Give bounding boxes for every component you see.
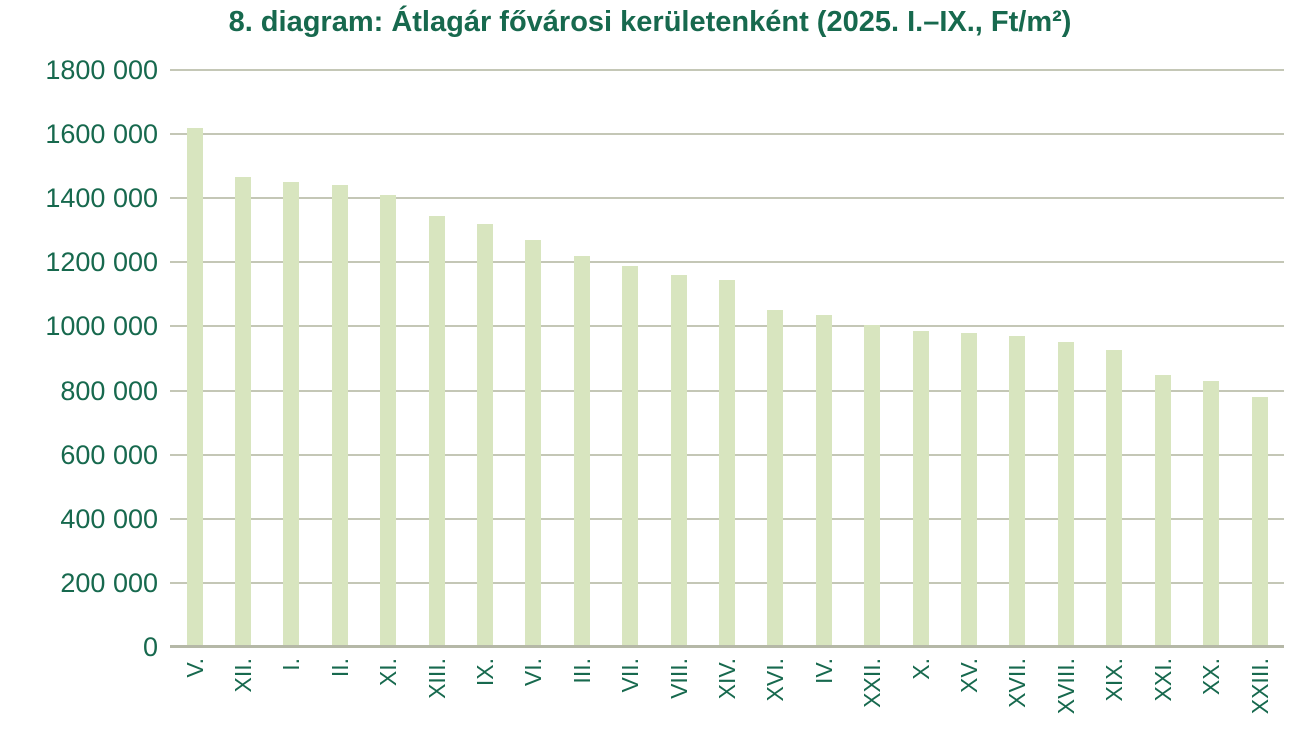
- x-tick-label: XXII.: [859, 658, 886, 708]
- y-tick-label: 800 000: [60, 375, 158, 406]
- x-tick-label: XVII.: [1004, 658, 1031, 708]
- y-tick-label: 1600 000: [45, 119, 158, 150]
- x-tick-label: VIII.: [665, 658, 692, 699]
- bar: [476, 224, 493, 647]
- bar: [573, 256, 590, 647]
- bar: [234, 177, 251, 647]
- bar: [961, 333, 978, 647]
- y-tick-label: 1800 000: [45, 55, 158, 85]
- y-tick-label: 1000 000: [45, 311, 158, 342]
- y-tick-label: 600 000: [60, 439, 158, 470]
- x-tick-label: XXI.: [1149, 658, 1176, 702]
- x-tick-label: VII.: [617, 658, 644, 693]
- bar: [719, 280, 735, 647]
- bar: [1106, 350, 1123, 647]
- x-tick-label: III.: [568, 658, 595, 684]
- x-tick-label: XVIII.: [1052, 658, 1079, 715]
- x-tick-label: XX.: [1198, 658, 1225, 696]
- bar: [525, 240, 542, 647]
- y-tick-label: 0: [142, 632, 158, 662]
- y-gridline: [170, 261, 1284, 264]
- bar: [1251, 397, 1268, 647]
- chart-title: 8. diagram: Átlagár fővárosi kerületenké…: [228, 6, 1072, 38]
- x-axis-line: [170, 645, 1284, 648]
- bar: [912, 331, 929, 647]
- y-gridline: [170, 69, 1284, 71]
- x-tick-label: XII.: [229, 658, 256, 693]
- bar: [380, 195, 397, 647]
- x-tick-label: XXIII.: [1246, 658, 1273, 715]
- bar: [428, 216, 445, 647]
- x-tick-label: XI.: [375, 658, 402, 687]
- x-tick-label: XIV.: [714, 658, 740, 700]
- bar: [1154, 375, 1171, 647]
- y-tick-label: 1200 000: [45, 247, 158, 278]
- bar: [815, 315, 832, 647]
- x-tick-label: IX.: [471, 658, 498, 687]
- x-tick-label: XIX.: [1101, 658, 1128, 702]
- bar: [186, 128, 203, 647]
- x-tick-label: XIII.: [423, 658, 450, 699]
- x-tick-label: II.: [326, 658, 353, 678]
- bar: [283, 182, 300, 647]
- x-tick-label: VI.: [520, 658, 547, 687]
- x-tick-label: V.: [181, 658, 208, 678]
- bar: [767, 310, 784, 647]
- bar: [864, 325, 881, 647]
- bar: [1203, 381, 1220, 647]
- y-tick-label: 1400 000: [45, 183, 158, 214]
- y-tick-label: 400 000: [60, 503, 158, 534]
- y-tick-label: 200 000: [60, 567, 158, 598]
- bar: [622, 266, 639, 647]
- y-gridline: [170, 133, 1284, 136]
- x-tick-label: XV.: [956, 658, 983, 693]
- bar: [670, 275, 687, 647]
- x-tick-label: XVI.: [762, 658, 789, 702]
- x-tick-label: X.: [907, 658, 934, 680]
- bar: [1057, 342, 1074, 647]
- bar: [331, 185, 348, 647]
- x-tick-label: IV.: [810, 658, 837, 685]
- x-tick-label: I.: [278, 658, 305, 671]
- y-gridline: [170, 197, 1284, 200]
- bar: [1009, 336, 1026, 647]
